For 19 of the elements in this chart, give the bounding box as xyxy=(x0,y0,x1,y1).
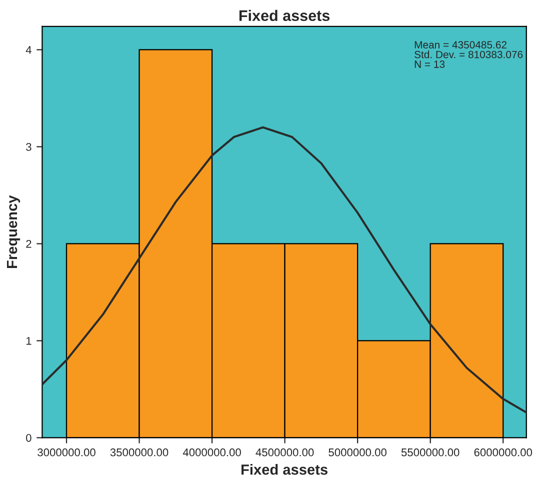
y-tick-label: 3 xyxy=(26,142,32,151)
annotation: Std. Dev. = 810383.076 xyxy=(414,50,523,58)
x-tick-label: 4500000.00 xyxy=(256,448,314,456)
annotation: Mean = 4350485.62 xyxy=(414,41,506,48)
y-tick-label: 4 xyxy=(26,46,32,54)
y-tick-label: 2 xyxy=(26,240,32,248)
x-tick-label: 5500000.00 xyxy=(401,448,460,456)
x-axis-title: Fixed assets xyxy=(242,464,328,475)
line-series xyxy=(42,126,526,414)
x-tick-label: 3000000.00 xyxy=(38,448,96,456)
annotation: N = 13 xyxy=(414,60,445,68)
x-tick-label: 5000000.00 xyxy=(328,448,386,456)
y-axis-title: Frequency xyxy=(6,195,20,268)
x-tick-label: 4000000.00 xyxy=(182,448,241,456)
x-tick-label: 3500000.00 xyxy=(110,448,168,456)
y-tick-label: 1 xyxy=(26,337,32,345)
x-tick-label: 6000000.00 xyxy=(474,448,532,456)
chart-title: Fixed assets xyxy=(239,10,330,22)
y-tick-label: 0 xyxy=(26,434,32,442)
